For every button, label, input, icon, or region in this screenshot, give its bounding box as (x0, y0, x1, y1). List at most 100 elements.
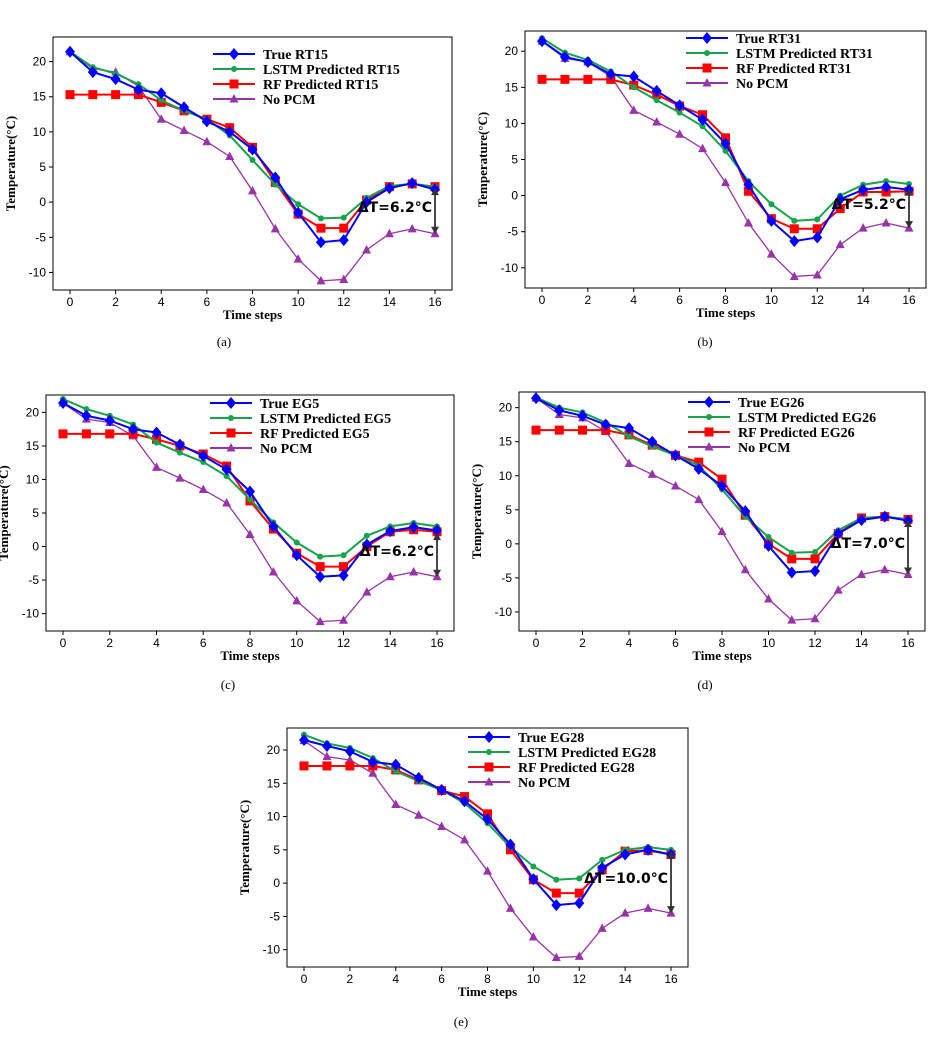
chart-2-series-nopcm-point (292, 595, 302, 605)
chart-3-xtick-label: 16 (901, 636, 915, 650)
chart-1-series-lstm-point (814, 216, 821, 223)
chart-4-series-nopcm-point (460, 834, 470, 844)
chart-4-legend-nopcm-label: No PCM (518, 776, 571, 791)
chart-3-series-true-point (786, 566, 797, 579)
chart-3-series-true-point (763, 539, 774, 552)
chart-0-legend-rf-marker (229, 79, 239, 89)
chart-2-series-true (58, 397, 442, 583)
chart-1-xlabel: Time steps (696, 305, 755, 320)
chart-3-series-nopcm-point (880, 564, 890, 574)
chart-3-ylabel: Temperature(°C) (469, 464, 484, 559)
chart-2-series-nopcm-point (268, 567, 278, 576)
chart-3-series-true-point (740, 505, 751, 518)
chart-4-series-true-point (321, 739, 332, 752)
chart-0-series-rf-point (88, 90, 98, 100)
chart-4-xtick-label: 16 (664, 972, 678, 986)
chart-0-series-rf-point (339, 223, 349, 233)
chart-0-delta-arrow (431, 188, 439, 234)
chart-0-series-true-point (110, 73, 121, 86)
chart-3-panel: 0 2 4 6 8 10 12 14 16 -10 -5 0 5 10 15 20 Time steps Temp… (469, 391, 926, 692)
chart-1-series-nopcm-point (698, 143, 708, 153)
chart-2-legend-nopcm-label: No PCM (260, 442, 313, 457)
chart-0-series-true-point (293, 206, 304, 219)
chart-1-ytick-label: -5 (507, 225, 518, 239)
chart-3-series-nopcm-point (717, 526, 727, 536)
chart-0-series-lstm-point (158, 97, 165, 104)
chart-0-ytick-label: 5 (39, 160, 46, 174)
chart-2-series-true-point (361, 538, 372, 551)
chart-3-xtick-label: 8 (719, 636, 726, 650)
chart-1-series-true-point (858, 183, 869, 196)
chart-1-series-true-point (559, 50, 570, 63)
chart-2-series-rf-point (315, 562, 325, 572)
chart-2-series-true-point (58, 397, 68, 410)
chart-0-xtick-label: 0 (67, 295, 74, 309)
chart-4-delta-arrow-head-bottom (667, 906, 675, 914)
chart-0-delta-arrow-head-bottom (431, 226, 439, 234)
chart-0-xlabel: Time steps (223, 307, 282, 322)
chart-2-panel: 0 2 4 6 8 10 12 14 16 -10 -5 0 5 10 15 20 Time steps Temp… (0, 394, 455, 692)
chart-3-series-nopcm-point (787, 615, 797, 624)
chart-1-xtick-label: 10 (765, 293, 779, 307)
chart-3-ytick-label: 0 (505, 537, 512, 551)
chart-1-series-nopcm-point (766, 249, 776, 258)
chart-1-series-nopcm-point (789, 271, 799, 280)
chart-2-series-lstm-point (363, 532, 370, 539)
chart-4-ytick-label: 15 (267, 776, 281, 790)
chart-3-xtick-label: 4 (626, 636, 633, 650)
chart-2-series-nopcm-point (245, 529, 255, 538)
chart-1-series-nopcm-point (743, 218, 753, 227)
chart-2-delta-arrow (433, 533, 441, 577)
chart-2-series-lstm-point (293, 539, 300, 546)
chart-2-series-true-point (385, 525, 396, 538)
chart-1-series-nopcm-line (541, 40, 910, 278)
chart-0-series-nopcm-point (248, 185, 257, 195)
chart-3-series-lstm-point (626, 433, 632, 440)
chart-2-legend-true-label: True EG5 (260, 397, 319, 412)
chart-3-series-true-point (693, 462, 704, 475)
chart-2-series-nopcm-point (175, 473, 185, 482)
chart-1-series-rf-point (835, 204, 845, 214)
chart-1-series-nopcm-point (881, 218, 891, 227)
chart-2-legend-lstm-marker (228, 415, 234, 421)
chart-2-series-lstm-point (200, 459, 207, 466)
chart-0-series-lstm-point (317, 215, 324, 222)
chart-2-series-nopcm-line (62, 402, 438, 623)
chart-2-series-true-point (81, 409, 92, 422)
chart-2-series-true-point (174, 438, 185, 451)
chart-0-legend-nopcm-marker (229, 94, 239, 103)
chart-2-xtick-label: 14 (384, 636, 398, 650)
chart-4-series-nopcm-point (597, 923, 607, 932)
chart-0-xtick-label: 2 (112, 295, 119, 309)
chart-3-series-nopcm-point (764, 593, 773, 603)
chart-2-xtick-label: 0 (60, 636, 67, 650)
chart-4-series-lstm-point (392, 768, 399, 775)
chart-4-series-lstm-point (553, 876, 560, 883)
chart-4-ytick-label: 10 (267, 810, 281, 824)
chart-1-legend-lstm-marker (704, 50, 710, 56)
chart-2-ylabel: Temperature(°C) (0, 465, 11, 560)
chart-0-xtick-label: 6 (204, 295, 211, 309)
chart-2-series-true-point (408, 521, 419, 534)
chart-3-ytick-label: 15 (499, 435, 513, 449)
chart-3-series-nopcm-point (694, 494, 704, 504)
chart-0-series-true-point (224, 125, 235, 138)
chart-3-legend-lstm-label: LSTM Predicted EG26 (738, 411, 876, 426)
chart-2-ytick-label: 0 (32, 540, 39, 554)
chart-1-series-rf-point (789, 224, 799, 234)
chart-2-series-true-point (128, 423, 139, 436)
chart-1-legend-rf-marker (702, 63, 712, 73)
chart-3-legend-true-marker (704, 396, 714, 408)
chart-0-delta-annotation: ΔT=6.2°C (358, 200, 432, 216)
chart-4-series-lstm-point (599, 856, 606, 863)
chart-4-series-nopcm-point (483, 866, 492, 875)
chart-0-xtick-label: 10 (291, 295, 305, 309)
chart-1-series-nopcm-point (858, 223, 868, 232)
chart-2-xlabel: Time steps (220, 648, 279, 663)
chart-1-delta-arrow (905, 188, 913, 229)
chart-2-series-rf-point (58, 429, 68, 439)
chart-0-series-lstm-point (249, 156, 256, 163)
